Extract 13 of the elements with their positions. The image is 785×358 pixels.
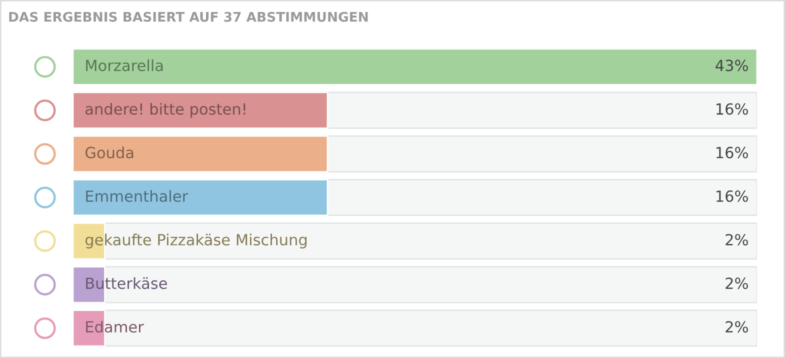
data-label: 16%	[716, 103, 748, 115]
data-label: 43%	[716, 60, 748, 72]
y-tick-label: andere! bitte posten!	[86, 102, 246, 118]
y-tick-label: Morzarella	[86, 59, 163, 72]
data-label: 2%	[726, 234, 748, 246]
data-label: 16%	[716, 190, 748, 202]
y-tick-label: Emmenthaler	[86, 190, 188, 202]
chart-title: DAS ERGEBNIS BASIERT AUF 37 ABSTIMMUNGEN	[9, 12, 368, 22]
data-label: 2%	[726, 278, 748, 290]
data-label: 16%	[716, 146, 748, 158]
y-tick-label: Gouda	[85, 146, 134, 158]
data-label: 2%	[726, 321, 748, 333]
y-tick-label: Butterkäse	[86, 277, 167, 290]
